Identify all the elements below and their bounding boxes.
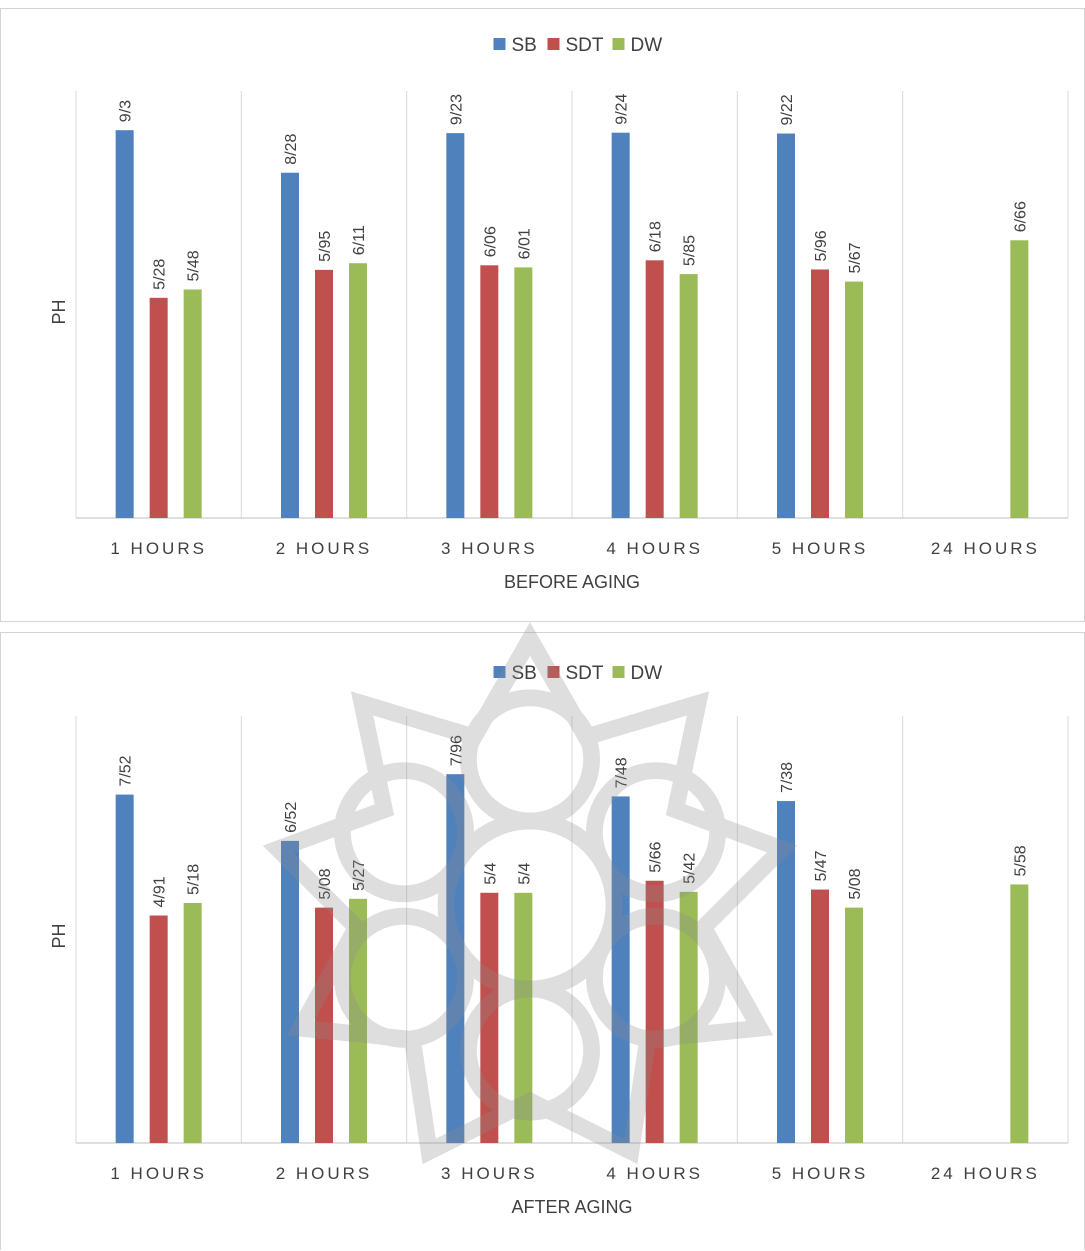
chart2-data-label-dw-3: 5/4 [516,862,533,884]
chart-after-aging: SB SDT DW 7/52 6/52 7/96 7/48 7/38 4/91 5/08 5/4 5/… [49,663,1069,1217]
chart1-bar-sb-3 [446,133,465,518]
chart2-legend-swatch-sdt [547,666,560,678]
chart1-x-tick-label: 3 HOURS [441,539,538,558]
chart1-data-label-dw-2: 6/11 [351,225,368,255]
chart2-legend-swatch-sb [493,666,506,678]
chart1-data-label-sb-5: 9/22 [779,94,796,125]
chart1-data-label-dw-4: 5/85 [682,235,699,266]
chart1-legend-label-dw: DW [631,35,663,56]
chart2-x-tick-label: 4 HOURS [606,1164,703,1183]
chart1-legend-swatch-sdt [547,38,560,50]
chart1-bar-sdt-2 [315,269,333,518]
chart1-data-label-sdt-1: 5/28 [152,259,169,290]
chart1-bar-sdt-5 [811,269,829,518]
chart1-bar-sdt-1 [149,297,168,518]
chart1-data-label-sdt-3: 6/06 [482,226,499,257]
chart1-bar-dw-3 [514,267,533,518]
chart2-bar-dw-5 [845,907,863,1143]
chart2-bar-dw-1 [183,902,202,1143]
chart1-data-label-dw-1: 5/48 [186,250,203,281]
chart1-bar-dw-5 [845,281,863,518]
chart1-bar-sb-5 [777,133,795,518]
chart2-bar-dw-4 [679,891,698,1143]
chart2-data-label-sb-2: 6/52 [283,802,300,833]
chart2-data-label-dw-6: 5/58 [1012,845,1029,876]
chart1-legend-swatch-dw [612,38,625,50]
chart1-x-tick-label: 5 HOURS [772,539,869,558]
chart2-bar-sb-5 [777,801,795,1143]
chart1-data-label-dw-3: 6/01 [516,228,533,259]
chart2-data-label-dw-4: 5/42 [682,853,699,884]
chart1-x-tick-label: 1 HOURS [110,539,207,558]
chart2-bar-sdt-2 [315,907,333,1143]
chart2-x-tick-label: 5 HOURS [772,1164,869,1183]
chart2-data-label-sdt-2: 5/08 [317,868,334,899]
chart1-legend-label-sdt: SDT [566,35,604,56]
chart2-bar-sb-4 [611,796,630,1143]
chart1-bar-dw-4 [679,274,698,518]
chart2-x-tick-label: 1 HOURS [110,1164,207,1183]
chart2-data-label-sdt-3: 5/4 [482,862,499,884]
chart1-legend-swatch-sb [493,38,506,50]
chart1-bar-dw-2 [349,263,367,518]
chart2-bar-sdt-5 [811,889,829,1143]
chart-panel-after-aging: SB SDT DW 7/52 6/52 7/96 7/48 7/38 4/91 5/08 5/4 5/… [0,632,1085,1250]
chart2-data-label-sdt-5: 5/47 [813,850,830,881]
chart2-legend-label-sdt: SDT [566,663,604,684]
chart1-data-label-sb-3: 9/23 [448,94,465,125]
chart2-bar-sb-2 [281,840,299,1143]
chart1-data-label-sb-1: 9/3 [118,100,135,122]
chart1-data-label-sb-2: 8/28 [283,133,300,164]
chart1-x-axis-title: BEFORE AGING [504,572,640,592]
chart1-bar-sdt-3 [480,265,499,518]
chart2-legend-swatch-dw [612,666,625,678]
chart1-bar-sb-2 [281,172,299,518]
chart2-data-label-dw-5: 5/08 [847,868,864,899]
chart2-legend-label-dw: DW [631,663,663,684]
chart1-x-tick-label: 4 HOURS [606,539,703,558]
chart2-x-tick-label: 2 HOURS [276,1164,373,1183]
chart1-bar-dw-6 [1010,240,1029,518]
chart2-data-label-sb-1: 7/52 [118,755,135,786]
chart2-data-label-sdt-4: 5/66 [648,842,665,873]
chart2-data-label-sb-4: 7/48 [614,757,631,788]
chart2-bar-sb-3 [446,774,465,1143]
chart2-legend-label-sb: SB [512,663,537,684]
chart1-data-label-sb-4: 9/24 [614,93,631,124]
chart1-bar-sb-1 [115,130,134,518]
chart2-data-label-sb-5: 7/38 [779,762,796,793]
chart1-x-tick-label: 24 HOURS [931,539,1040,558]
chart2-bar-sdt-4 [645,880,664,1143]
chart1-data-label-sdt-2: 5/95 [317,231,334,262]
chart2-bar-sdt-1 [149,915,168,1143]
chart1-legend-label-sb: SB [512,35,537,56]
chart2-x-tick-label: 3 HOURS [441,1164,538,1183]
chart-before-aging: SB SDT DW 9/3 8/28 9/23 9/24 9/22 5/28 5/95 6/06 6/… [49,35,1069,592]
chart-panel-before-aging: SB SDT DW 9/3 8/28 9/23 9/24 9/22 5/28 5/95 6/06 6/… [0,8,1085,622]
chart1-bar-dw-1 [183,289,202,518]
chart1-data-label-sdt-4: 6/18 [648,221,665,252]
chart2-bar-dw-3 [514,892,533,1143]
chart2-data-label-dw-1: 5/18 [186,864,203,895]
chart1-data-label-dw-6: 6/66 [1012,201,1029,232]
chart2-x-axis-title: AFTER AGING [511,1197,632,1217]
chart1-bar-sdt-4 [645,260,664,518]
chart2-bar-dw-6 [1010,884,1029,1143]
chart1-data-label-sdt-5: 5/96 [813,230,830,261]
chart2-bar-sdt-3 [480,892,499,1143]
chart2-data-label-sdt-1: 4/91 [152,876,169,907]
chart2-x-tick-label: 24 HOURS [931,1164,1040,1183]
chart2-data-label-dw-2: 5/27 [351,860,368,891]
chart2-y-axis-title: PH [49,923,69,948]
chart2-bar-sb-1 [115,794,134,1143]
chart2-data-label-sb-3: 7/96 [448,735,465,766]
chart1-x-tick-label: 2 HOURS [276,539,373,558]
chart1-bar-sb-4 [611,132,630,518]
chart1-data-label-dw-5: 5/67 [847,242,864,273]
chart1-y-axis-title: PH [49,299,69,324]
chart2-bar-dw-2 [349,898,367,1143]
